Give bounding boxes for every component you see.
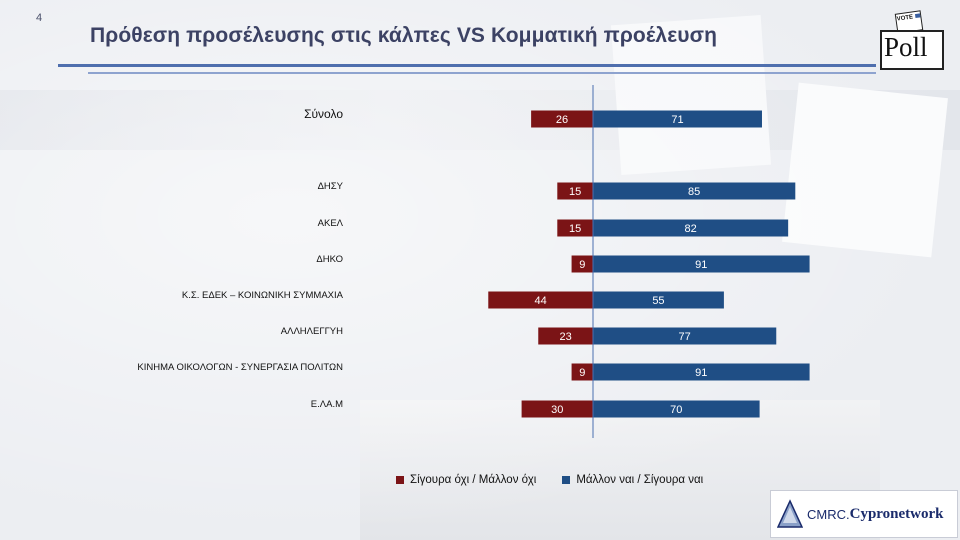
- category-label: ΑΛΛΗΛΕΓΓΥΗ: [281, 326, 343, 337]
- category-label: ΑΚΕΛ: [318, 218, 344, 229]
- category-label: ΔΗΚΟ: [316, 254, 343, 265]
- data-label-negative: 30: [551, 404, 563, 416]
- category-label: Ε.ΛΑ.Μ: [311, 399, 343, 410]
- legend-label-positive: Μάλλον ναι / Σίγουρα ναι: [576, 474, 703, 486]
- data-label-positive: 55: [652, 295, 664, 307]
- category-label: Σύνολο: [304, 107, 343, 121]
- data-label-positive: 82: [684, 223, 696, 235]
- data-label-negative: 23: [560, 331, 572, 343]
- data-label-positive: 91: [695, 259, 707, 271]
- pyramid-icon: [777, 499, 803, 529]
- category-label: ΔΗΣΥ: [318, 181, 344, 192]
- legend-item-negative: Σίγουρα όχι / Μάλλον όχι: [396, 474, 536, 486]
- legend-item-positive: Μάλλον ναι / Σίγουρα ναι: [562, 474, 703, 486]
- data-label-positive: 71: [671, 114, 683, 126]
- legend-swatch-negative: [396, 476, 404, 484]
- diverging-bar-chart: Σύνολο ΔΗΣΥ ΑΚΕΛ ΔΗΚΟ Κ.Σ. ΕΔΕΚ – ΚΟΙΝΩΝΙΚΗ …: [0, 0, 960, 540]
- legend-label-negative: Σίγουρα όχι / Μάλλον όχι: [410, 474, 536, 486]
- cmrc-cypronetwork-logo: CMRC. Cypronetwork: [770, 490, 958, 538]
- category-label: Κ.Σ. ΕΔΕΚ – ΚΟΙΝΩΝΙΚΗ ΣΥΜΜΑΧΙΑ: [182, 290, 344, 301]
- data-label-negative: 26: [556, 114, 568, 126]
- data-label-positive: 85: [688, 186, 700, 198]
- chart-legend: Σίγουρα όχι / Μάλλον όχι Μάλλον ναι / Σί…: [396, 474, 703, 486]
- data-label-negative: 9: [579, 367, 585, 379]
- legend-swatch-positive: [562, 476, 570, 484]
- data-label-positive: 91: [695, 367, 707, 379]
- logo-prefix: CMRC.: [807, 507, 850, 522]
- logo-name: Cypronetwork: [850, 506, 944, 523]
- data-label-negative: 44: [535, 295, 547, 307]
- data-label-positive: 77: [679, 331, 691, 343]
- data-label-negative: 15: [569, 223, 581, 235]
- category-label: ΚΙΝΗΜΑ ΟΙΚΟΛΟΓΩΝ - ΣΥΝΕΡΓΑΣΙΑ ΠΟΛΙΤΩΝ: [137, 362, 343, 373]
- data-label-positive: 70: [670, 404, 682, 416]
- data-label-negative: 15: [569, 186, 581, 198]
- data-label-negative: 9: [579, 259, 585, 271]
